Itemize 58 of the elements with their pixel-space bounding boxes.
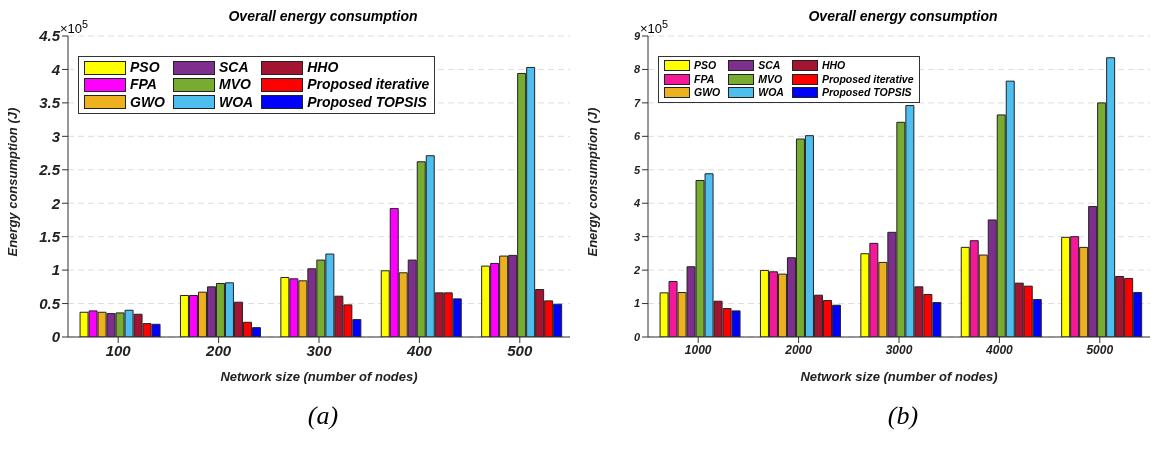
x-tick-label: 400 bbox=[405, 341, 433, 359]
y-tick-label: 1.5 bbox=[39, 227, 61, 245]
y-tick-label: 4.5 bbox=[38, 27, 61, 45]
legend-label: PSO bbox=[694, 59, 717, 72]
text: (a) bbox=[306, 401, 340, 431]
annotation: ×10$^{5}$ bbox=[640, 18, 669, 37]
y-tick-label: 2 bbox=[50, 194, 61, 212]
y-tick-label: 3.5 bbox=[39, 94, 61, 112]
x-axis-title: Network size (number of nodes) bbox=[800, 369, 998, 384]
legend-label: GWO bbox=[694, 86, 721, 99]
y-tick-label: 9 bbox=[633, 29, 641, 42]
y-tick-label: 1 bbox=[51, 261, 60, 279]
y-tick-label: 3 bbox=[51, 127, 61, 145]
legend-label: FPA bbox=[130, 76, 157, 93]
x-tick-label: 4000 bbox=[985, 342, 1014, 357]
legend-label: PSO bbox=[130, 59, 160, 76]
legend-label: Proposed iterative bbox=[307, 76, 430, 93]
legend-label: HHO bbox=[821, 59, 846, 72]
x-axis-title: Network size (number of nodes) bbox=[220, 369, 418, 384]
y-tick-label: 2.5 bbox=[38, 161, 61, 179]
y-tick-label: 7 bbox=[633, 96, 641, 109]
x-tick-label: 100 bbox=[105, 341, 132, 359]
legend-label: MVO bbox=[219, 76, 251, 93]
y-tick-label: 0.5 bbox=[39, 294, 61, 312]
legend-label: MVO bbox=[758, 72, 783, 86]
y-axis-title: Energy consumption (J) bbox=[4, 107, 20, 257]
legend-label: WOA bbox=[219, 93, 254, 111]
legend-label: FPA bbox=[694, 72, 715, 86]
x-tick-label: 1000 bbox=[684, 342, 712, 357]
x-tick-label: 3000 bbox=[885, 342, 913, 357]
legend-label: Proposed TOPSIS bbox=[307, 93, 427, 111]
y-tick-label: 1 bbox=[633, 297, 640, 310]
legend-label: SCA bbox=[758, 59, 781, 72]
text: (b) bbox=[886, 401, 920, 431]
legend-label: Proposed TOPSIS bbox=[821, 86, 912, 99]
y-tick-label: 4 bbox=[50, 60, 61, 78]
y-tick-label: 6 bbox=[633, 130, 641, 143]
y-tick-label: 2 bbox=[632, 264, 640, 277]
legend-label: SCA bbox=[219, 59, 249, 76]
y-tick-label: 5 bbox=[633, 163, 641, 176]
legend-label: Proposed iterative bbox=[821, 72, 914, 86]
x-tick-label: 5000 bbox=[1086, 342, 1114, 357]
legend-label: GWO bbox=[130, 93, 165, 111]
x-tick-label: 2000 bbox=[784, 342, 813, 357]
chart-title: Overall energy consumption bbox=[228, 8, 418, 24]
x-tick-label: 300 bbox=[306, 341, 333, 359]
y-axis-title: Energy consumption (J) bbox=[584, 107, 600, 257]
y-tick-label: 3 bbox=[633, 230, 640, 243]
y-tick-label: 0 bbox=[51, 328, 61, 346]
legend-label: WOA bbox=[758, 86, 784, 99]
y-tick-label: 0 bbox=[633, 330, 641, 343]
legend-label: HHO bbox=[307, 59, 339, 76]
y-tick-label: 8 bbox=[633, 63, 641, 76]
x-tick-label: 200 bbox=[205, 341, 232, 359]
chart-title: Overall energy consumption bbox=[808, 8, 998, 24]
x-tick-label: 500 bbox=[507, 341, 533, 359]
y-tick-label: 4 bbox=[632, 197, 640, 210]
annotation: ×10$^{5}$ bbox=[60, 18, 89, 37]
